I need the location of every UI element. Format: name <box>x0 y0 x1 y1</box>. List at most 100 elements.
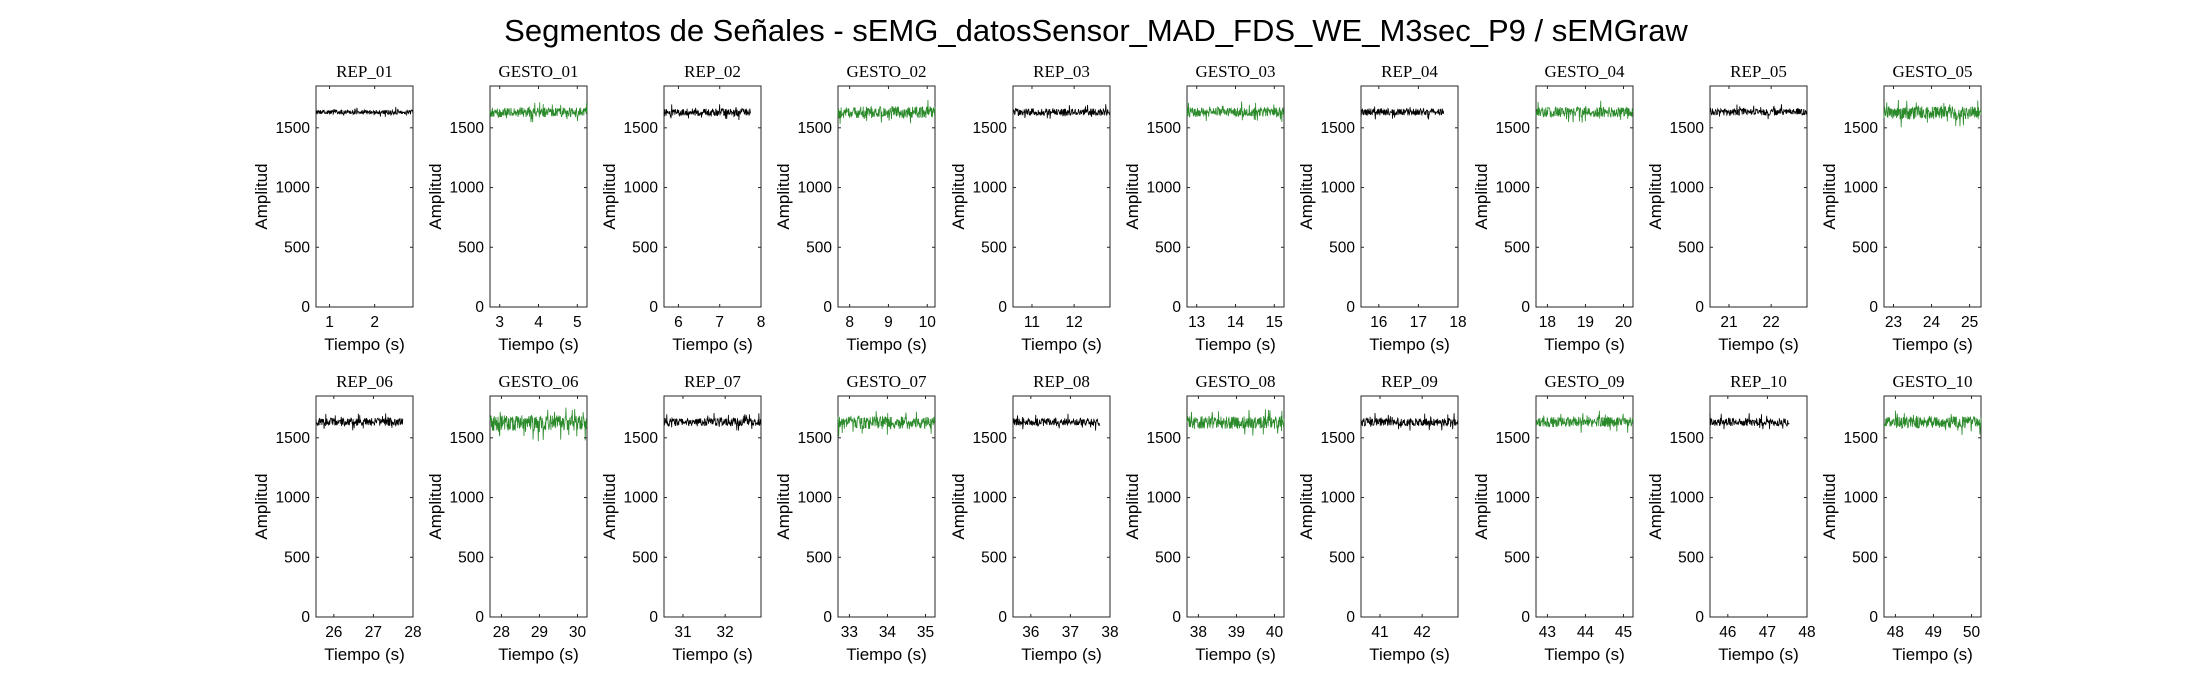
y-tick-label: 1000 <box>973 490 1008 507</box>
y-tick-label: 1000 <box>1844 490 1879 507</box>
x-tick-label: 48 <box>1887 624 1904 641</box>
x-tick-label: 16 <box>1370 314 1387 331</box>
subplot-title: REP_10 <box>1730 372 1787 391</box>
x-tick-label: 32 <box>717 624 734 641</box>
y-axis-label: Amplitud <box>600 163 619 229</box>
x-tick-label: 37 <box>1062 624 1079 641</box>
y-tick-label: 1000 <box>1496 490 1531 507</box>
y-tick-label: 500 <box>981 549 1007 566</box>
y-tick-label: 0 <box>1695 609 1704 626</box>
y-tick-label: 500 <box>458 549 484 566</box>
subplot-title: REP_02 <box>684 62 741 81</box>
x-tick-label: 7 <box>715 314 724 331</box>
x-tick-label: 12 <box>1066 314 1083 331</box>
y-tick-label: 0 <box>1172 609 1181 626</box>
y-tick-label: 500 <box>284 239 310 256</box>
y-tick-label: 1500 <box>1147 120 1182 137</box>
y-axis-label: Amplitud <box>774 163 793 229</box>
subplot-rep-02: 0 500 1000 1500 6 7 8 REP_02 Tiempo (s) Amplitud <box>600 62 765 354</box>
y-tick-label: 1500 <box>1321 430 1356 447</box>
signal-line <box>489 407 588 442</box>
subplot-title: GESTO_05 <box>1893 62 1973 81</box>
y-tick-label: 500 <box>1329 239 1355 256</box>
signal-line <box>1186 409 1285 436</box>
y-tick-label: 500 <box>1504 549 1530 566</box>
y-tick-label: 1000 <box>276 180 311 197</box>
x-axis-label: Tiempo (s) <box>1544 335 1625 354</box>
x-axis-label: Tiempo (s) <box>324 335 405 354</box>
y-axis-label: Amplitud <box>426 473 445 539</box>
y-tick-label: 500 <box>632 239 658 256</box>
subplot-title: REP_04 <box>1381 62 1438 81</box>
x-tick-label: 19 <box>1577 314 1594 331</box>
x-tick-label: 49 <box>1925 624 1942 641</box>
signal-line <box>1709 412 1790 430</box>
subplot-title: GESTO_07 <box>847 372 927 391</box>
x-axis-label: Tiempo (s) <box>1369 335 1450 354</box>
signal-line <box>663 104 751 121</box>
subplot-gesto-10: 0 500 1000 1500 48 49 50 GESTO_10 Tiempo (s) Ampl… <box>1820 372 1982 664</box>
subplot-gesto-02: 0 500 1000 1500 8 9 10 GESTO_02 Tiempo (s) Amplit… <box>774 62 936 354</box>
y-tick-label: 1500 <box>624 430 659 447</box>
y-tick-label: 1000 <box>1844 180 1879 197</box>
x-axis-label: Tiempo (s) <box>498 645 579 664</box>
y-tick-label: 1500 <box>1496 430 1531 447</box>
x-tick-label: 18 <box>1449 314 1466 331</box>
y-tick-label: 0 <box>1521 299 1530 316</box>
y-tick-label: 0 <box>1695 299 1704 316</box>
signal-line <box>1535 100 1634 123</box>
x-tick-label: 45 <box>1615 624 1632 641</box>
y-tick-label: 0 <box>649 299 658 316</box>
y-axis-label: Amplitud <box>1646 473 1665 539</box>
y-tick-label: 1500 <box>973 120 1008 137</box>
y-tick-label: 1000 <box>798 490 833 507</box>
x-tick-label: 44 <box>1577 624 1595 641</box>
x-tick-label: 24 <box>1923 314 1941 331</box>
subplot-title: REP_07 <box>684 372 741 391</box>
y-tick-label: 0 <box>1172 299 1181 316</box>
signal-line <box>315 413 404 431</box>
subplot-rep-03: 0 500 1000 1500 11 12 REP_03 Tiempo (s) Amplitud <box>949 62 1111 354</box>
subplot-title: REP_09 <box>1381 372 1438 391</box>
x-tick-label: 39 <box>1228 624 1245 641</box>
figure-title: Segmentos de Señales - sEMG_datosSensor_… <box>504 13 1688 48</box>
axes-box <box>1535 395 1634 618</box>
subplot-title: REP_03 <box>1033 62 1090 81</box>
x-tick-label: 38 <box>1101 624 1118 641</box>
y-tick-label: 0 <box>1521 609 1530 626</box>
axes-box <box>1012 85 1111 308</box>
x-tick-label: 27 <box>365 624 382 641</box>
x-tick-label: 23 <box>1885 314 1902 331</box>
subplot-gesto-03: 0 500 1000 1500 13 14 15 GESTO_03 Tiempo (s) Ampl… <box>1123 62 1285 354</box>
subplot-rep-07: 0 500 1000 1500 31 32 REP_07 Tiempo (s) Amplitud <box>600 372 762 664</box>
signal-line <box>837 99 936 124</box>
signal-line <box>1360 106 1445 120</box>
y-tick-label: 500 <box>1155 549 1181 566</box>
y-tick-label: 1500 <box>1321 120 1356 137</box>
signal-line <box>1883 410 1982 436</box>
signal-line <box>315 107 414 117</box>
signal-line <box>1360 413 1459 431</box>
y-tick-label: 1500 <box>1496 120 1531 137</box>
subplot-title: GESTO_03 <box>1196 62 1276 81</box>
y-tick-label: 1500 <box>1670 120 1705 137</box>
x-tick-label: 48 <box>1798 624 1815 641</box>
axes-box <box>1883 85 1982 308</box>
x-tick-label: 5 <box>573 314 582 331</box>
x-tick-label: 13 <box>1188 314 1205 331</box>
x-tick-label: 26 <box>325 624 342 641</box>
y-tick-label: 500 <box>284 549 310 566</box>
y-tick-label: 500 <box>1678 549 1704 566</box>
x-tick-label: 18 <box>1539 314 1556 331</box>
subplot-gesto-05: 0 500 1000 1500 23 24 25 GESTO_05 Tiempo (s) Ampl… <box>1820 62 1982 354</box>
x-axis-label: Tiempo (s) <box>1718 645 1799 664</box>
y-tick-label: 1500 <box>1844 120 1879 137</box>
x-tick-label: 30 <box>569 624 587 641</box>
x-tick-label: 6 <box>674 314 683 331</box>
x-tick-label: 8 <box>757 314 766 331</box>
signal-line <box>1883 99 1982 128</box>
y-tick-label: 0 <box>301 609 310 626</box>
y-tick-label: 1000 <box>973 180 1008 197</box>
axes-box <box>1709 85 1808 308</box>
y-tick-label: 500 <box>1852 239 1878 256</box>
